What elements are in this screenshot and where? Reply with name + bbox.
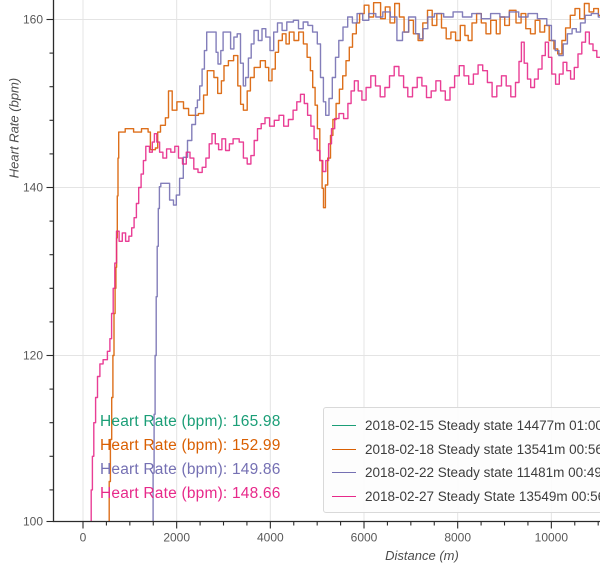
x-tick-label: 6000 — [351, 531, 378, 545]
axis-ticks — [46, 18, 599, 529]
x-tick-label: 4000 — [257, 531, 284, 545]
y-tick-label: 160 — [23, 13, 43, 27]
legend-item-1: 2018-02-18 Steady state 13541m 00:56:0 — [332, 438, 600, 462]
legend-label: 2018-02-15 Steady state 14477m 01:00:2 — [365, 418, 600, 434]
y-tick-label: 140 — [23, 181, 43, 195]
legend-label: 2018-02-22 Steady state 11481m 00:49:1 — [365, 465, 600, 481]
x-axis-label: Distance (m) — [385, 548, 459, 563]
x-tick-label: 8000 — [444, 531, 471, 545]
legend-item-3: 2018-02-27 Steady State 13549m 00:56:4 — [332, 485, 600, 509]
tick-labels: 0 2000 4000 6000 8000 10000 100 120 140 160 — [23, 13, 568, 545]
legend-label: 2018-02-27 Steady State 13549m 00:56:4 — [365, 488, 600, 504]
series-line-3 — [90, 31, 600, 522]
mean-hr-annotation-0: Heart Rate (bpm): 165.98 — [100, 413, 281, 430]
y-axis-label: Heart Rate (bpm) — [6, 77, 22, 179]
legend-item-2: 2018-02-22 Steady state 11481m 00:49:1 — [332, 461, 600, 485]
legend: 2018-02-15 Steady state 14477m 01:00:2 20… — [323, 407, 600, 513]
legend-line-swatch — [332, 495, 356, 497]
legend-line-swatch — [332, 425, 356, 427]
mean-hr-annotation-2: Heart Rate (bpm): 149.86 — [100, 461, 281, 478]
y-tick-label: 120 — [23, 349, 43, 363]
legend-item-0: 2018-02-15 Steady state 14477m 01:00:2 — [332, 414, 600, 438]
series-line-2 — [152, 11, 600, 522]
legend-label: 2018-02-18 Steady state 13541m 00:56:0 — [365, 441, 600, 457]
mean-hr-annotation-1: Heart Rate (bpm): 152.99 — [100, 437, 281, 454]
series-line-1 — [108, 2, 600, 522]
mean-hr-annotation-3: Heart Rate (bpm): 148.66 — [100, 485, 281, 502]
x-tick-label: 2000 — [163, 531, 190, 545]
x-tick-label: 0 — [80, 531, 87, 545]
mean-hr-annotations: Heart Rate (bpm): 165.98 Heart Rate (bpm)… — [100, 410, 281, 506]
legend-line-swatch — [332, 472, 356, 474]
x-tick-label: 10000 — [535, 531, 569, 545]
legend-line-swatch — [332, 448, 356, 450]
y-tick-label: 100 — [23, 515, 43, 529]
